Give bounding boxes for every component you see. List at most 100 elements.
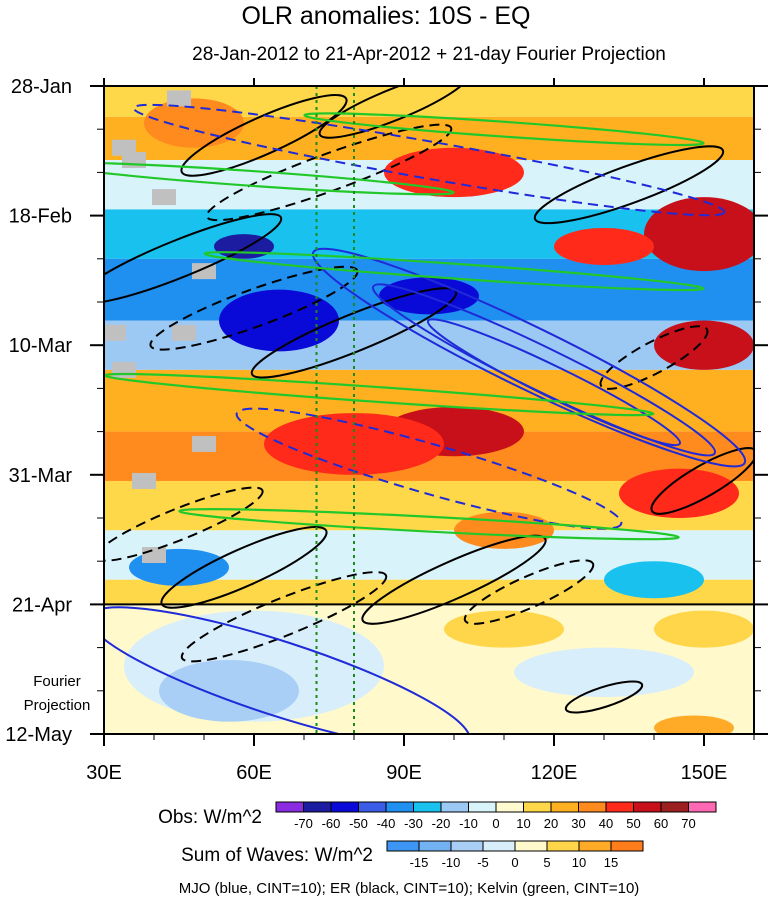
x-tick-label-1: 60E — [236, 762, 272, 784]
er-contour-4 — [533, 145, 725, 225]
obs-legend-level-13: 60 — [654, 816, 668, 831]
obs-legend-level-12: 50 — [626, 816, 640, 831]
proj-patch-5 — [654, 610, 754, 648]
er-contour-14 — [599, 325, 709, 390]
footer-note: MJO (blue, CINT=10); ER (black, CINT=10)… — [179, 880, 640, 897]
obs-legend-cell-0 — [275, 801, 304, 813]
mjo-contour-20 — [132, 103, 726, 217]
missing-cell-2 — [167, 90, 191, 107]
plot-frame — [103, 85, 755, 735]
waves-legend-level-2: -5 — [477, 855, 489, 870]
obs-legend-cell-1 — [303, 801, 332, 813]
waves-legend-cell-3 — [482, 840, 516, 852]
chart-subtitle: 28-Jan-2012 to 21-Apr-2012 + 21-day Four… — [192, 44, 666, 65]
observed-anomaly-field — [104, 86, 754, 605]
waves-legend-cell-0 — [386, 840, 420, 852]
obs-legend-cell-14 — [660, 801, 689, 813]
kelvin-contour-21 — [104, 161, 455, 196]
obs-legend-cell-2 — [330, 801, 359, 813]
obs-patch-1 — [384, 147, 524, 198]
waves-legend-level-0: -15 — [410, 855, 429, 870]
obs-legend-cell-4 — [385, 801, 414, 813]
projection-label-line1: Fourier — [33, 673, 81, 690]
obs-patch-3 — [554, 227, 654, 265]
waves-legend-cell-2 — [450, 840, 484, 852]
obs-legend-level-1: -60 — [322, 816, 341, 831]
obs-legend-cell-12 — [605, 801, 634, 813]
proj-patch-4 — [654, 715, 734, 734]
obs-patch-6 — [214, 234, 274, 259]
obs-legend-level-4: -30 — [404, 816, 423, 831]
axes: 30E 60E 90E 120E 150E 28-Jan 18-Feb 10-Mar 31-Ma… — [5, 76, 768, 784]
waves-legend-cell-6 — [578, 840, 612, 852]
missing-cell-3 — [152, 189, 176, 206]
y-tick-label-0: 28-Jan — [11, 76, 72, 98]
missing-cell-10 — [142, 547, 166, 564]
obs-legend-label: Obs: W/m^2 — [158, 807, 262, 828]
chart-title: OLR anomalies: 10S - EQ — [241, 2, 530, 30]
obs-legend-level-2: -50 — [349, 816, 368, 831]
mjo-contour-19 — [235, 407, 623, 530]
obs-legend-level-11: 40 — [599, 816, 613, 831]
x-tick-label-3: 120E — [531, 762, 578, 784]
y-tick-label-2: 10-Mar — [9, 335, 73, 357]
er-contour-9 — [205, 123, 453, 222]
obs-legend-cell-10 — [550, 801, 579, 813]
projection-field — [104, 604, 754, 734]
kelvin-contour-24 — [178, 508, 680, 541]
er-contour-8 — [650, 447, 754, 515]
waves-legend-level-4: 5 — [543, 855, 550, 870]
proj-patch-2 — [514, 647, 694, 697]
obs-legend-cell-15 — [688, 801, 717, 813]
waves-legend-level-6: 15 — [604, 855, 618, 870]
waves-legend-level-5: 10 — [572, 855, 586, 870]
er-contour-6 — [361, 534, 547, 625]
waves-legend-cell-5 — [546, 840, 580, 852]
obs-legend-level-14: 70 — [681, 816, 695, 831]
obs-patch-9 — [654, 320, 754, 370]
missing-cell-4 — [192, 263, 216, 280]
obs-patch-11 — [454, 511, 554, 549]
x-tick-label-4: 150E — [681, 762, 728, 784]
missing-cell-6 — [172, 324, 196, 341]
missing-cell-5 — [104, 324, 126, 341]
waves-legend-cell-1 — [418, 840, 452, 852]
missing-cell-8 — [192, 435, 216, 452]
obs-legend-cell-8 — [495, 801, 524, 813]
er-contour-3 — [250, 287, 458, 379]
mjo-contour-18 — [104, 606, 471, 734]
obs-patch-5 — [379, 277, 479, 315]
obs-band-5 — [104, 320, 754, 370]
proj-patch-1 — [159, 659, 299, 722]
obs-patch-4 — [219, 289, 339, 352]
waves-colorbar: -15 -10 -5 0 5 10 15 — [386, 840, 644, 870]
er-contour-11 — [104, 486, 264, 562]
obs-legend-cell-11 — [578, 801, 607, 813]
obs-legend-level-8: 10 — [516, 816, 530, 831]
obs-patch-2 — [644, 197, 754, 272]
er-contour-2 — [104, 213, 283, 305]
er-contour-0 — [180, 94, 348, 177]
er-contour-13 — [463, 559, 595, 625]
waves-legend-cell-4 — [514, 840, 548, 852]
y-tick-label-3: 31-Mar — [9, 465, 73, 487]
missing-cell-0 — [112, 139, 136, 156]
obs-legend-cell-9 — [523, 801, 552, 813]
obs-legend-cell-5 — [413, 801, 442, 813]
obs-patch-13 — [604, 561, 704, 599]
y-tick-label-4: 21-Apr — [12, 594, 72, 616]
er-contour-7 — [564, 680, 644, 714]
obs-legend-level-9: 20 — [544, 816, 558, 831]
er-contour-12 — [180, 571, 388, 663]
kelvin-contour-25 — [303, 112, 705, 147]
obs-patch-10 — [619, 468, 739, 518]
missing-cell-7 — [112, 361, 136, 378]
obs-legend-level-10: 30 — [571, 816, 585, 831]
obs-legend-level-5: -20 — [432, 816, 451, 831]
projection-label-line2: Projection — [24, 697, 91, 714]
obs-legend-cell-13 — [633, 801, 662, 813]
y-tick-label-1: 18-Feb — [9, 206, 72, 228]
reference-lines — [315, 86, 355, 734]
obs-legend-level-0: -70 — [294, 816, 313, 831]
